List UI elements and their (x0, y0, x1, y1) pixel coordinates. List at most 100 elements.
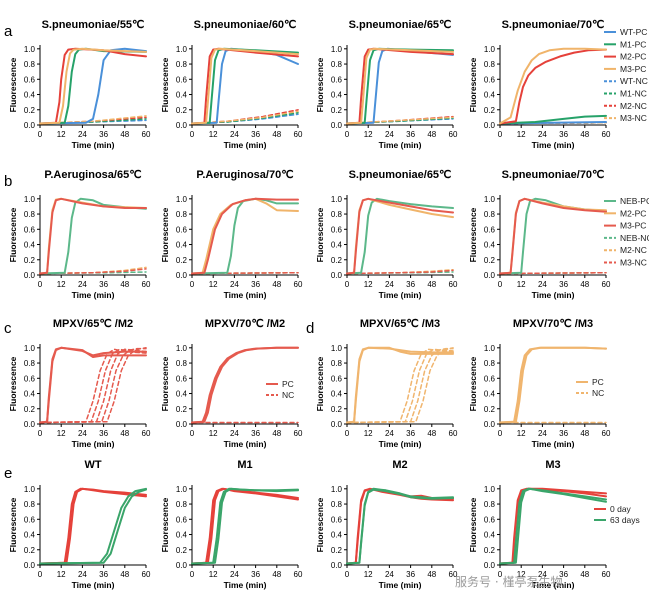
y-tick-label: 0.0 (484, 121, 496, 130)
legend-item: PC (266, 379, 294, 389)
x-tick-label: 60 (602, 130, 611, 139)
x-tick-label: 60 (602, 429, 611, 438)
legend-label: M3-NC (620, 113, 647, 123)
x-tick-label: 0 (190, 570, 195, 579)
series-line-m3-pc (346, 47, 454, 125)
series-line-63-days (191, 487, 299, 565)
y-tick-label: 1.0 (176, 485, 188, 494)
y-tick-label: 0.2 (24, 106, 36, 115)
y-axis-label: Fluorescence (468, 207, 478, 262)
x-tick-label: 0 (498, 570, 503, 579)
x-tick-label: 0 (345, 570, 350, 579)
y-tick-label: 1.0 (331, 485, 343, 494)
legends-layer: WT-PC M1-PC M2-PC M3-PC WT-NC M1-NC M2-NC M3-NC… (266, 27, 649, 525)
chart-b2: P.Aeruginosa/70℃ 0.0 0.2 0.4 0.6 0.8 1.0 0 12 24 3… (160, 169, 303, 300)
y-tick-label: 0.0 (331, 271, 343, 280)
y-tick-label: 0.6 (24, 515, 36, 524)
chart-title: S.pneumoniae/65℃ (349, 169, 452, 181)
x-tick-label: 48 (120, 130, 129, 139)
series-line-m2-pc (346, 47, 454, 125)
x-tick-label: 60 (142, 429, 151, 438)
chart-title: S.pneumoniae/70℃ (502, 169, 605, 181)
y-tick-label: 0.8 (24, 60, 36, 69)
y-tick-label: 0.4 (176, 91, 188, 100)
x-axis-label: Time (min) (224, 580, 267, 590)
x-tick-label: 36 (406, 429, 415, 438)
legend-item: PC (576, 377, 604, 387)
x-axis-label: Time (min) (532, 580, 575, 590)
legend-label: 63 days (610, 515, 640, 525)
x-tick-label: 48 (120, 429, 129, 438)
legend-item: M1-NC (604, 89, 647, 99)
chart-d1: MPXV/65℃ /M3 0.0 0.2 0.4 0.6 0.8 1.0 0 12 24 36 48 6… (315, 318, 458, 449)
chart-a1: S.pneumoniae/55℃ 0.0 0.2 0.4 0.6 0.8 1.0 0 12 24 3… (8, 19, 151, 150)
y-axis-label: Fluorescence (8, 356, 18, 411)
x-tick-label: 12 (209, 429, 218, 438)
x-tick-label: 12 (364, 280, 373, 289)
y-tick-label: 0.0 (24, 420, 36, 429)
x-tick-label: 0 (38, 130, 43, 139)
x-tick-label: 24 (78, 429, 87, 438)
series-line-wt-pc (39, 47, 147, 125)
chart-title: MPXV/65℃ /M3 (360, 318, 440, 330)
x-tick-label: 60 (602, 280, 611, 289)
y-tick-label: 0.0 (24, 121, 36, 130)
y-tick-label: 0.0 (484, 561, 496, 570)
legend-item: WT-PC (604, 27, 647, 37)
chart-title: WT (84, 459, 101, 471)
x-axis-label: Time (min) (532, 290, 575, 300)
panel-label-c: c (4, 320, 12, 337)
y-tick-label: 0.4 (331, 531, 343, 540)
y-tick-label: 0.2 (484, 546, 496, 555)
y-tick-label: 0.8 (331, 60, 343, 69)
y-axis-label: Fluorescence (160, 356, 170, 411)
x-tick-label: 60 (602, 570, 611, 579)
y-tick-label: 0.8 (331, 210, 343, 219)
x-tick-label: 48 (580, 130, 589, 139)
x-tick-label: 24 (78, 570, 87, 579)
y-tick-label: 0.2 (484, 256, 496, 265)
series-line-m3-pc (346, 197, 454, 275)
y-tick-label: 0.0 (331, 121, 343, 130)
x-tick-label: 36 (559, 280, 568, 289)
y-tick-label: 1.0 (484, 195, 496, 204)
x-tick-label: 0 (190, 429, 195, 438)
legend-label: M3-PC (620, 64, 646, 74)
y-tick-label: 1.0 (331, 195, 343, 204)
y-axis-label: Fluorescence (315, 57, 325, 112)
x-axis-label: Time (min) (72, 140, 115, 150)
y-axis-label: Fluorescence (315, 356, 325, 411)
y-tick-label: 0.4 (24, 241, 36, 250)
x-tick-label: 48 (427, 130, 436, 139)
y-tick-label: 0.8 (176, 500, 188, 509)
series-line-m3-pc (39, 47, 147, 125)
x-tick-label: 48 (272, 280, 281, 289)
y-axis-label: Fluorescence (160, 207, 170, 262)
x-tick-label: 12 (364, 130, 373, 139)
y-tick-label: 0.4 (331, 91, 343, 100)
chart-title: P.Aeruginosa/65℃ (44, 169, 141, 181)
y-tick-label: 1.0 (24, 485, 36, 494)
x-tick-label: 36 (99, 130, 108, 139)
y-tick-label: 0.2 (331, 405, 343, 414)
chart-title: S.pneumoniae/65℃ (349, 19, 452, 31)
y-tick-label: 0.2 (484, 405, 496, 414)
x-tick-label: 36 (99, 429, 108, 438)
legend-item: M2-NC (604, 101, 647, 111)
y-tick-label: 0.6 (484, 374, 496, 383)
x-axis-label: Time (min) (224, 290, 267, 300)
chart-title: S.pneumoniae/60℃ (194, 19, 297, 31)
x-tick-label: 48 (580, 429, 589, 438)
legend-label: M1-PC (620, 39, 646, 49)
y-tick-label: 0.4 (176, 390, 188, 399)
y-tick-label: 0.0 (484, 420, 496, 429)
y-tick-label: 0.8 (176, 359, 188, 368)
x-tick-label: 36 (406, 570, 415, 579)
legend-label: M3-PC (620, 221, 646, 231)
series-line-m1-pc (499, 114, 607, 125)
series-line-pc (191, 346, 299, 424)
y-tick-label: 0.6 (484, 225, 496, 234)
series-line-m3-pc (191, 47, 299, 125)
x-axis-label: Time (min) (379, 580, 422, 590)
